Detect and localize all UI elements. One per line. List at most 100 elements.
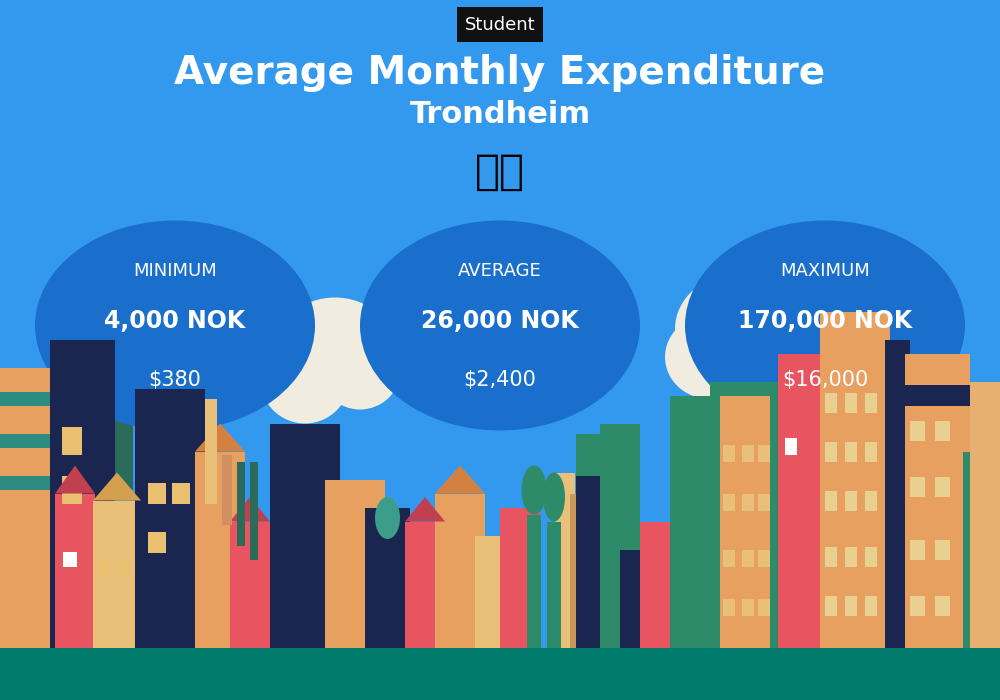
Bar: [865, 596, 877, 616]
Ellipse shape: [756, 340, 780, 374]
Ellipse shape: [360, 220, 640, 430]
Bar: [742, 550, 754, 567]
Bar: [910, 540, 925, 560]
Ellipse shape: [320, 332, 400, 410]
Bar: [825, 393, 837, 413]
Polygon shape: [93, 473, 141, 500]
Bar: [720, 395, 770, 648]
Bar: [825, 491, 837, 511]
Bar: [195, 452, 245, 648]
Bar: [475, 536, 510, 648]
Ellipse shape: [96, 294, 120, 329]
Bar: [135, 389, 205, 648]
Bar: [910, 596, 925, 616]
Bar: [820, 312, 890, 648]
Bar: [172, 483, 190, 504]
Bar: [0, 476, 55, 490]
Bar: [250, 462, 258, 560]
Bar: [570, 494, 585, 648]
Bar: [758, 494, 770, 511]
Bar: [600, 424, 640, 648]
Bar: [710, 382, 780, 648]
Bar: [670, 395, 720, 648]
Ellipse shape: [275, 298, 395, 402]
Bar: [62, 476, 82, 504]
Text: MAXIMUM: MAXIMUM: [780, 262, 870, 280]
Text: AVERAGE: AVERAGE: [458, 262, 542, 280]
Bar: [865, 547, 877, 567]
Bar: [118, 561, 130, 574]
Bar: [723, 444, 735, 462]
Bar: [865, 442, 877, 462]
Bar: [365, 508, 410, 648]
Ellipse shape: [80, 290, 110, 318]
Ellipse shape: [70, 294, 94, 329]
Bar: [910, 477, 925, 497]
Text: $16,000: $16,000: [782, 370, 868, 390]
Bar: [0, 368, 55, 648]
Bar: [555, 473, 575, 648]
Ellipse shape: [725, 312, 805, 388]
Bar: [50, 340, 115, 648]
Polygon shape: [195, 424, 245, 452]
Bar: [230, 522, 270, 648]
Ellipse shape: [675, 273, 805, 385]
Bar: [785, 438, 797, 455]
Bar: [758, 444, 770, 462]
Bar: [148, 483, 166, 504]
Bar: [825, 442, 837, 462]
Bar: [148, 532, 166, 553]
Ellipse shape: [725, 350, 785, 406]
Bar: [222, 455, 232, 525]
Bar: [237, 462, 245, 546]
Bar: [723, 598, 735, 616]
Bar: [0, 648, 1000, 700]
Ellipse shape: [110, 326, 138, 374]
Text: 4,000 NOK: 4,000 NOK: [104, 309, 246, 333]
Bar: [865, 393, 877, 413]
Bar: [98, 561, 110, 574]
Bar: [970, 382, 1000, 648]
Bar: [576, 434, 606, 476]
Bar: [905, 354, 970, 648]
Bar: [865, 491, 877, 511]
Text: $380: $380: [149, 370, 201, 390]
Bar: [845, 596, 857, 616]
Bar: [758, 598, 770, 616]
Bar: [576, 452, 606, 648]
Ellipse shape: [522, 466, 546, 514]
Bar: [963, 452, 1000, 648]
Ellipse shape: [665, 315, 755, 399]
Bar: [742, 494, 754, 511]
Ellipse shape: [260, 332, 350, 424]
Bar: [640, 522, 680, 648]
Bar: [935, 596, 950, 616]
Bar: [845, 393, 857, 413]
Bar: [905, 385, 970, 406]
Text: MINIMUM: MINIMUM: [133, 262, 217, 280]
Bar: [825, 547, 837, 567]
Text: Trondheim: Trondheim: [409, 100, 591, 130]
Bar: [0, 392, 55, 406]
Bar: [845, 491, 857, 511]
Bar: [935, 477, 950, 497]
Polygon shape: [230, 497, 270, 522]
Bar: [723, 494, 735, 511]
Bar: [742, 598, 754, 616]
Ellipse shape: [730, 340, 755, 374]
Bar: [825, 596, 837, 616]
Polygon shape: [55, 466, 95, 493]
Bar: [405, 522, 445, 648]
Bar: [270, 424, 340, 648]
Text: 🇳🇴: 🇳🇴: [475, 150, 525, 193]
Text: $2,400: $2,400: [464, 370, 536, 390]
Text: 26,000 NOK: 26,000 NOK: [421, 309, 579, 333]
Bar: [325, 480, 385, 648]
Bar: [55, 494, 95, 648]
Bar: [935, 540, 950, 560]
Ellipse shape: [375, 497, 400, 539]
Bar: [620, 550, 650, 648]
Bar: [500, 508, 540, 648]
Bar: [527, 514, 541, 648]
Bar: [0, 434, 55, 448]
